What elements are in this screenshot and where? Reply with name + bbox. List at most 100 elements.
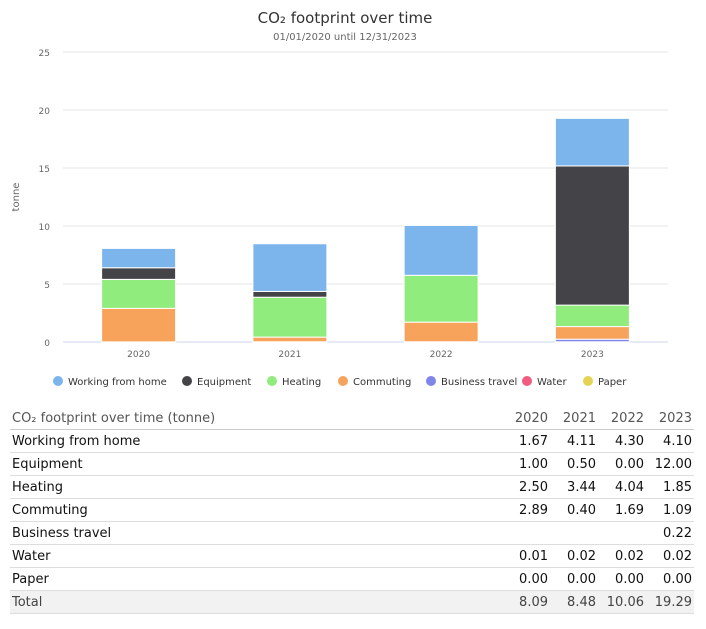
table-row: Business travel 0.22: [10, 521, 694, 545]
row-label: Heating: [10, 475, 502, 499]
legend-label: Water: [537, 377, 567, 388]
cell-value: 2023: [646, 407, 694, 430]
y-tick-label: 5: [44, 281, 50, 291]
table-total-row: Total 8.09 8.48 10.06 19.29: [10, 590, 694, 614]
cell-value: 4.30: [598, 429, 646, 453]
bar-segment[interactable]: [554, 326, 630, 340]
data-table: CO₂ footprint over time (tonne) 2020 2021 2…: [10, 407, 694, 614]
cell-value: 2020: [502, 407, 550, 430]
bar-segment[interactable]: [101, 247, 177, 269]
cell-value: 10.06: [598, 590, 646, 614]
row-label: Water: [10, 544, 502, 568]
y-tick-label: 15: [39, 165, 50, 175]
legend-item[interactable]: Paper: [583, 376, 627, 388]
legend-item[interactable]: Heating: [267, 376, 321, 388]
cell-value: [502, 521, 550, 545]
cell-value: 0.02: [598, 544, 646, 568]
y-tick-label: 20: [39, 107, 51, 117]
row-label: Equipment: [10, 452, 502, 476]
cell-value: 2.89: [502, 498, 550, 522]
bar-segment[interactable]: [252, 243, 328, 292]
cell-value: 0.00: [550, 567, 598, 591]
legend-marker-icon: [338, 376, 348, 386]
cell-value: 1.00: [502, 452, 550, 476]
cell-value: 1.09: [646, 498, 694, 522]
cell-value: 2022: [598, 407, 646, 430]
bar-segment[interactable]: [101, 278, 177, 309]
table-row: Water 0.01 0.02 0.02 0.02: [10, 544, 694, 568]
row-label: Total: [10, 590, 502, 614]
legend-marker-icon: [267, 376, 277, 386]
cell-value: 4.04: [598, 475, 646, 499]
cell-value: 4.10: [646, 429, 694, 453]
row-label: CO₂ footprint over time (tonne): [10, 407, 502, 430]
row-label: Working from home: [10, 429, 502, 453]
bar-segment[interactable]: [554, 165, 630, 306]
cell-value: 1.85: [646, 475, 694, 499]
table-row: Commuting 2.89 0.40 1.69 1.09: [10, 498, 694, 522]
cell-value: 0.00: [646, 567, 694, 591]
table-row: Paper 0.00 0.00 0.00 0.00: [10, 567, 694, 591]
table-header: CO₂ footprint over time (tonne) 2020 2021 2…: [10, 407, 694, 430]
legend-item[interactable]: Business travel: [426, 376, 517, 388]
x-tick-label: 2021: [278, 350, 301, 360]
bar-segment[interactable]: [101, 267, 177, 280]
chart-title: CO₂ footprint over time: [258, 9, 433, 27]
bar-segment[interactable]: [554, 117, 630, 167]
cell-value: 12.00: [646, 452, 694, 476]
cell-value: 0.00: [598, 567, 646, 591]
y-axis-label: tonne: [11, 183, 22, 212]
legend-marker-icon: [53, 376, 63, 386]
cell-value: 0.22: [646, 521, 694, 545]
bar-segment[interactable]: [252, 290, 328, 298]
x-tick-label: 2023: [581, 350, 604, 360]
y-tick-label: 0: [44, 339, 50, 349]
y-tick-label: 10: [39, 223, 51, 233]
bar-segment[interactable]: [403, 274, 479, 323]
legend-label: Heating: [282, 377, 321, 388]
cell-value: 8.09: [502, 590, 550, 614]
cell-value: 8.48: [550, 590, 598, 614]
bar-segment[interactable]: [252, 296, 328, 338]
row-label: Business travel: [10, 521, 502, 545]
legend-marker-icon: [426, 376, 436, 386]
legend-label: Equipment: [197, 377, 251, 388]
legend-item[interactable]: Commuting: [338, 376, 411, 388]
legend-item[interactable]: Equipment: [182, 376, 251, 388]
bar-segment[interactable]: [252, 336, 328, 343]
legend-marker-icon: [583, 376, 593, 386]
cell-value: 0.00: [598, 452, 646, 476]
chart-subtitle: 01/01/2020 until 12/31/2023: [273, 32, 417, 43]
legend-marker-icon: [522, 376, 532, 386]
legend-label: Working from home: [68, 377, 167, 388]
row-label: Commuting: [10, 498, 502, 522]
legend-item[interactable]: Working from home: [53, 376, 167, 388]
bar-segment[interactable]: [403, 321, 479, 343]
table-row: Heating 2.50 3.44 4.04 1.85: [10, 475, 694, 499]
bar-segment[interactable]: [101, 307, 177, 343]
cell-value: 0.02: [646, 544, 694, 568]
legend-label: Paper: [598, 377, 627, 388]
legend-label: Commuting: [353, 377, 411, 388]
cell-value: [550, 521, 598, 545]
cell-value: 2021: [550, 407, 598, 430]
x-tick-label: 2020: [127, 350, 150, 360]
bar-segment[interactable]: [554, 304, 630, 328]
legend-marker-icon: [182, 376, 192, 386]
cell-value: 1.67: [502, 429, 550, 453]
cell-value: 2.50: [502, 475, 550, 499]
table-row: Equipment 1.00 0.50 0.00 12.00: [10, 452, 694, 476]
x-tick-label: 2022: [430, 350, 453, 360]
cell-value: 19.29: [646, 590, 694, 614]
cell-value: 3.44: [550, 475, 598, 499]
bar-segment[interactable]: [403, 224, 479, 276]
cell-value: 0.01: [502, 544, 550, 568]
table-row: Working from home 1.67 4.11 4.30 4.10: [10, 429, 694, 453]
legend-label: Business travel: [441, 377, 517, 388]
legend-item[interactable]: Water: [522, 376, 567, 388]
cell-value: 0.00: [502, 567, 550, 591]
cell-value: 1.69: [598, 498, 646, 522]
row-label: Paper: [10, 567, 502, 591]
cell-value: 4.11: [550, 429, 598, 453]
cell-value: [598, 521, 646, 545]
